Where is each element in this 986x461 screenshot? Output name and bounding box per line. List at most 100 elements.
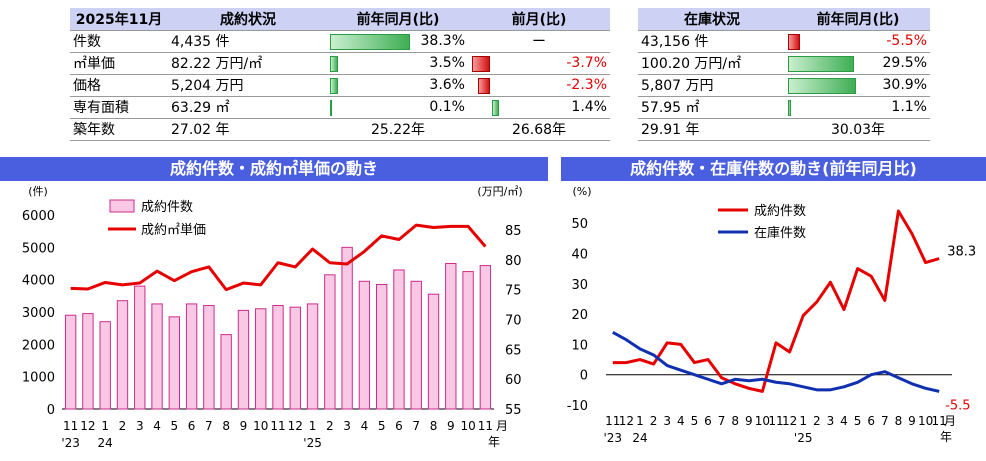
- yoy-bar: [330, 55, 338, 72]
- bar-成約件数: [64, 314, 77, 410]
- mom-value: ー: [468, 30, 610, 53]
- row-value: 100.20 万円/㎡: [638, 52, 786, 75]
- row-label: ㎡単価: [70, 52, 168, 75]
- y-tick-label: 6000: [22, 209, 55, 224]
- left-table-header: 2025年11月 成約状況 前年同月(比) 前月(比): [70, 8, 610, 31]
- yoy-value: 1.1%: [891, 99, 927, 115]
- left-row-count: 件数 4,435 件 38.3% ー: [70, 30, 610, 53]
- x-tick-label: 3: [663, 414, 671, 428]
- yoy-cell: 3.6%: [328, 74, 468, 97]
- yoy-bar: [330, 77, 338, 94]
- x-tick-label: 10: [253, 419, 268, 433]
- row-value: 5,807 万円: [638, 74, 786, 97]
- row-value: 27.02 年: [168, 118, 328, 141]
- x-tick-label: 4: [677, 414, 685, 428]
- bar-成約件数: [324, 274, 336, 410]
- mom-bar: [492, 99, 499, 116]
- bar-成約件数: [255, 308, 267, 410]
- chart1-svg: (件) (万円/㎡)0100020003000400050006000556065…: [22, 185, 523, 450]
- x-tick-label: 2: [813, 414, 821, 428]
- bar-成約件数: [203, 305, 215, 410]
- bar-成約件数: [134, 285, 146, 410]
- x-tick-label: 11: [63, 419, 78, 433]
- x-tick-label: 12: [782, 414, 797, 428]
- yoy-value: 29.5%: [882, 55, 927, 71]
- x-year-label: '25: [303, 436, 322, 450]
- bar-成約件数: [99, 321, 111, 410]
- y-tick-label: -10: [567, 399, 588, 414]
- y-tick-label: 2000: [22, 338, 55, 353]
- y-tick-label: 40: [571, 247, 588, 262]
- x-tick-label: 9: [908, 414, 916, 428]
- row-value: 4,435 件: [168, 30, 328, 53]
- right-row-area: 57.95 ㎡ 1.1%: [638, 96, 930, 119]
- x-tick-label: 7: [205, 419, 213, 433]
- y-tick-label: 30: [571, 278, 588, 293]
- y-tick-label: 10: [571, 338, 588, 353]
- mom-cell: 1.4%: [468, 96, 610, 119]
- yoy-value: 0.1%: [429, 99, 465, 115]
- bar-成約件数: [151, 303, 163, 410]
- bar-成約件数: [445, 263, 457, 410]
- x-tick-label: 8: [222, 419, 230, 433]
- x-suffix-month: 月: [944, 414, 956, 428]
- left-row-price: 価格 5,204 万円 3.6% -2.3%: [70, 74, 610, 97]
- x-tick-label: 7: [881, 414, 889, 428]
- yoy-bar: [330, 99, 332, 116]
- x-tick-label: 6: [867, 414, 875, 428]
- x-tick-label: 2: [326, 419, 334, 433]
- mom-value: 1.4%: [571, 99, 607, 115]
- legend-label: 在庫件数: [754, 226, 806, 241]
- row-label: 専有面積: [70, 96, 168, 119]
- mom-cell: -2.3%: [468, 74, 610, 97]
- x-tick-label: 1: [309, 419, 317, 433]
- yoy-cell: 0.1%: [328, 96, 468, 119]
- yoy-value: -5.5%: [886, 33, 927, 49]
- bar-成約件数: [306, 303, 319, 410]
- y-tick-label: 0: [580, 369, 588, 384]
- x-tick-label: 11: [605, 414, 620, 428]
- y-axis-label: (%): [572, 185, 591, 198]
- yoy-bar: [788, 77, 856, 94]
- x-tick-label: 10: [755, 414, 770, 428]
- x-tick-label: 2: [650, 414, 658, 428]
- y-axis-label: (件): [28, 185, 48, 198]
- x-tick-label: 10: [918, 414, 933, 428]
- legend-swatch-bar: [109, 199, 135, 213]
- x-tick-label: 3: [136, 419, 144, 433]
- x-tick-label: 8: [895, 414, 903, 428]
- right-row-price: 5,807 万円 30.9%: [638, 74, 930, 97]
- x-tick-label: 2: [119, 419, 127, 433]
- y2-tick-label: 85: [505, 224, 522, 239]
- x-tick-label: 6: [188, 419, 196, 433]
- x-tick-label: 8: [731, 414, 739, 428]
- bar-成約件数: [427, 293, 440, 410]
- yoy-cell: 29.5%: [786, 52, 930, 75]
- mom-value: 26.68年: [468, 118, 610, 141]
- bar-成約件数: [168, 316, 181, 410]
- y-tick-label: 4000: [22, 274, 55, 289]
- bar-成約件数: [375, 284, 388, 410]
- x-tick-label: 1: [636, 414, 644, 428]
- x-suffix-month: 月: [496, 419, 508, 433]
- left-header-yoy: 前年同月(比): [328, 8, 468, 31]
- yoy-cell: 1.1%: [786, 96, 930, 119]
- x-tick-label: 3: [827, 414, 835, 428]
- y2-tick-label: 70: [505, 313, 522, 328]
- y2-axis-label: (万円/㎡): [477, 185, 522, 198]
- right-row-age: 29.91 年 30.03年: [638, 118, 930, 141]
- row-label: 価格: [70, 74, 168, 97]
- y2-tick-label: 55: [505, 403, 522, 418]
- row-value: 29.91 年: [638, 118, 786, 141]
- x-tick-label: 9: [447, 419, 455, 433]
- y-tick-label: 3000: [22, 306, 55, 321]
- row-value: 43,156 件: [638, 30, 786, 53]
- right-header-status: 在庫状況: [638, 8, 786, 31]
- x-tick-label: 10: [460, 419, 475, 433]
- x-tick-label: 5: [170, 419, 178, 433]
- end-label: -5.5: [945, 398, 970, 413]
- line-成約㎡単価: [70, 223, 487, 292]
- yoy-value: 38.3%: [420, 33, 465, 49]
- right-table-header: 在庫状況 前年同月(比): [638, 8, 930, 31]
- x-suffix-year: 年: [940, 430, 952, 444]
